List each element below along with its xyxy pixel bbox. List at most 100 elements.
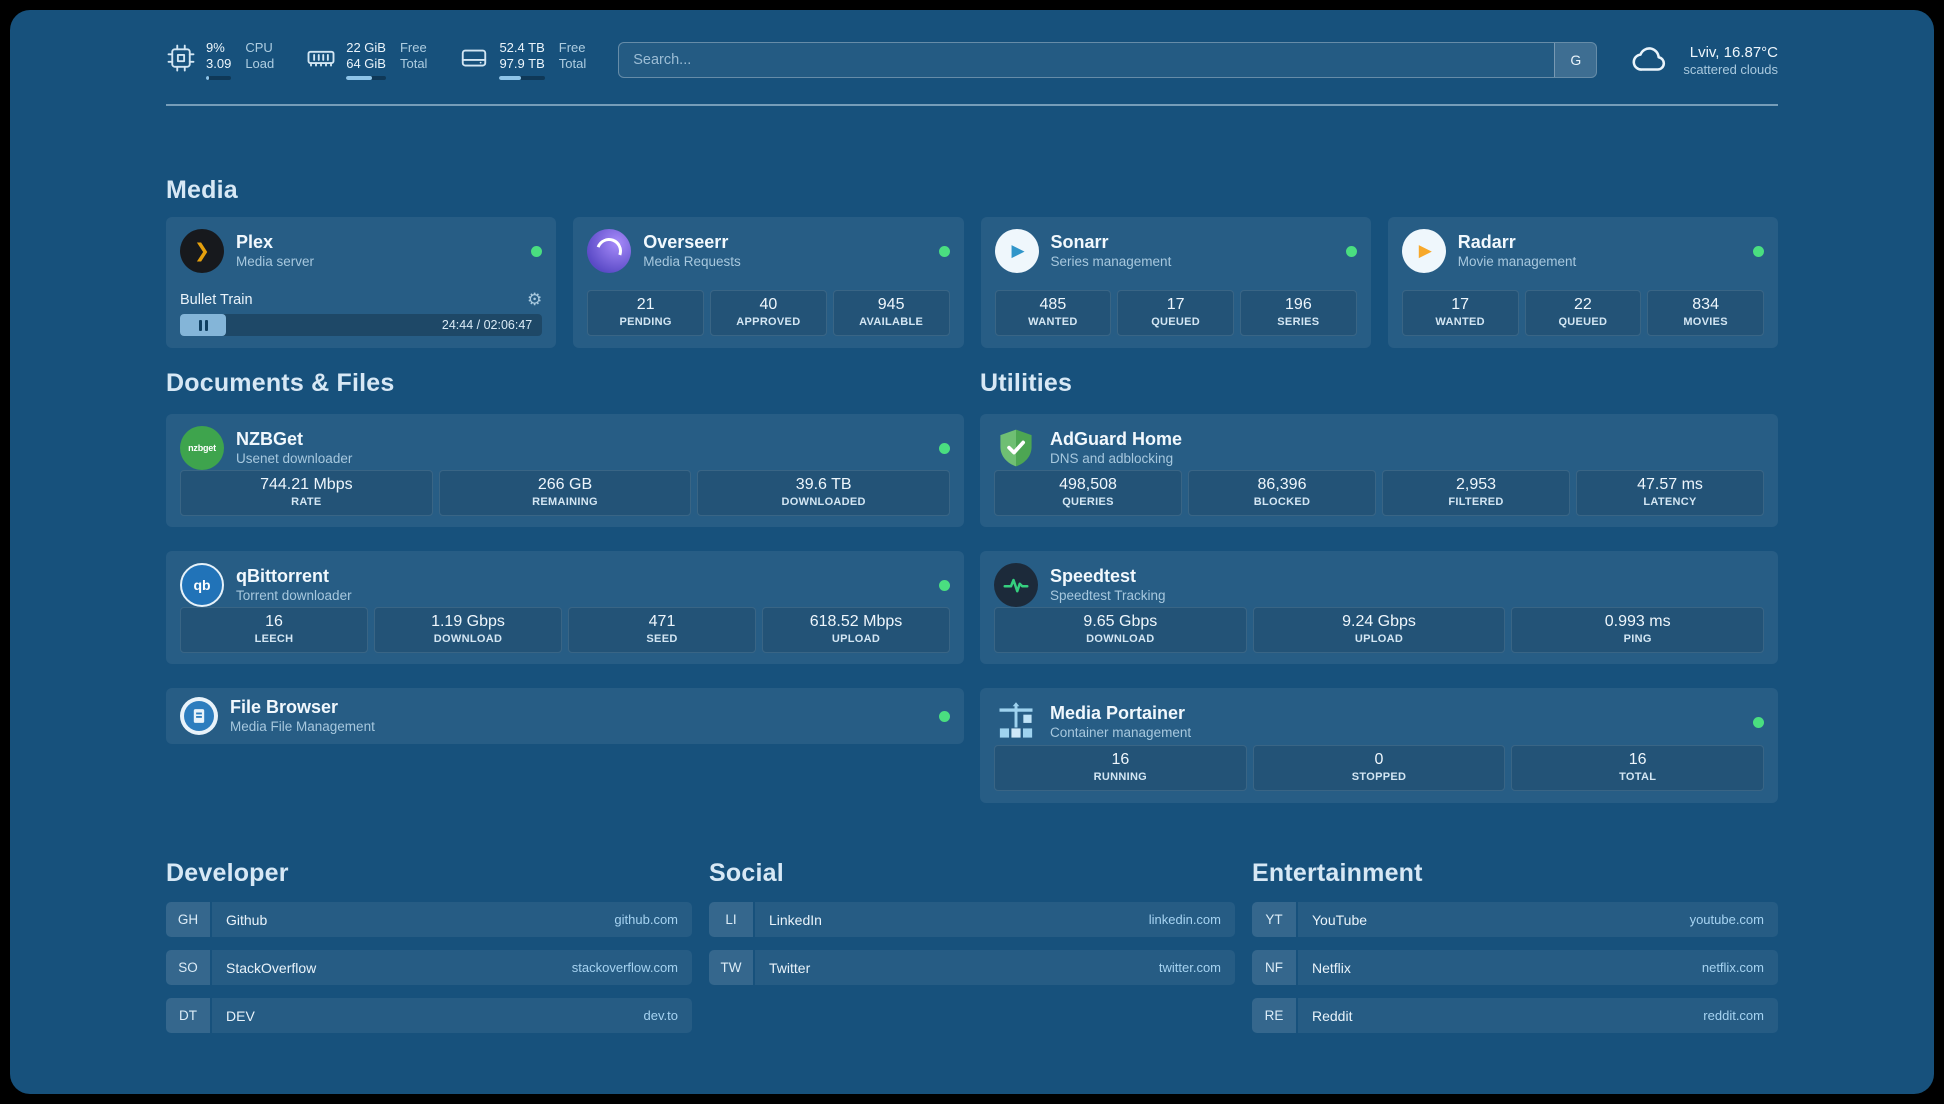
bookmark-name: LinkedIn [769, 911, 822, 928]
bookmark-abbr: YT [1252, 902, 1296, 937]
service-card-speedtest[interactable]: Speedtest Speedtest Tracking 9.65 Gbps DO… [980, 551, 1778, 664]
stat-leech: 16 LEECH [180, 607, 368, 653]
service-card-sonarr[interactable]: ▶ Sonarr Series management 485 WANTED 17 Q… [980, 217, 1371, 348]
stat-stopped: 0 STOPPED [1252, 745, 1506, 791]
bookmarks-social: Social LI LinkedIn linkedin.com TW Twitte… [709, 859, 1235, 1033]
sonarr-icon: ▶ [994, 229, 1039, 273]
stat-upload: 618.52 Mbps UPLOAD [762, 607, 950, 653]
service-name: qBittorrent [236, 566, 329, 586]
bookmark-abbr: GH [166, 902, 210, 937]
topbar: 9% CPU 3.09 Load 22 GiB Free 64 GiB Tota… [166, 40, 1778, 80]
player-progress-bar[interactable]: 24:44 / 02:06:47 [180, 314, 543, 336]
service-stats: 485 WANTED 17 QUEUED 196 SERIES [994, 290, 1357, 336]
bookmark-url: dev.to [643, 1008, 678, 1023]
service-subtitle: Container management [1050, 725, 1192, 740]
stat-wanted: 485 WANTED [994, 290, 1112, 336]
pause-button[interactable] [180, 314, 226, 336]
status-dot [1753, 245, 1764, 257]
stat-wanted: 17 WANTED [1401, 290, 1519, 336]
stat-download: 9.65 Gbps DOWNLOAD [994, 607, 1247, 653]
service-card-adguard[interactable]: AdGuard Home DNS and adblocking 498,508 Q… [980, 414, 1778, 527]
bookmark-github[interactable]: GH Github github.com [166, 902, 692, 937]
service-stats: 17 WANTED 22 QUEUED 834 MOVIES [1401, 290, 1764, 336]
service-stats: 9.65 Gbps DOWNLOAD 9.24 Gbps UPLOAD 0.993 … [994, 607, 1765, 653]
bookmark-linkedin[interactable]: LI LinkedIn linkedin.com [709, 902, 1235, 937]
weather-location: Lviv, 16.87°C [1689, 43, 1778, 61]
service-subtitle: Movie management [1457, 254, 1577, 269]
service-name: Sonarr [1050, 232, 1109, 252]
bookmark-name: StackOverflow [226, 959, 317, 976]
bookmark-dev[interactable]: DT DEV dev.to [166, 998, 692, 1033]
section-title-social: Social [709, 859, 784, 887]
bookmark-stackoverflow[interactable]: SO StackOverflow stackoverflow.com [166, 950, 692, 985]
disk-widget: 52.4 TB Free 97.9 TB Total [459, 40, 586, 80]
bookmark-youtube[interactable]: YT YouTube youtube.com [1252, 902, 1778, 937]
status-dot [939, 579, 950, 591]
memory-widget: 22 GiB Free 64 GiB Total [306, 40, 427, 80]
stat-queued: 22 QUEUED [1524, 290, 1642, 336]
cpu-widget: 9% CPU 3.09 Load [166, 40, 274, 80]
bookmarks-developer: Developer GH Github github.com SO StackOv… [166, 859, 692, 1033]
section-title-utilities: Utilities [980, 369, 1073, 397]
section-media: Media ❯ Plex Media server Bullet Train [166, 176, 1778, 348]
bookmark-url: linkedin.com [1148, 912, 1221, 927]
stat-filtered: 2,953 FILTERED [1382, 470, 1570, 516]
service-name: Media Portainer [1050, 703, 1186, 723]
disk-usage-bar [499, 76, 545, 80]
bookmark-netflix[interactable]: NF Netflix netflix.com [1252, 950, 1778, 985]
bookmark-twitter[interactable]: TW Twitter twitter.com [709, 950, 1235, 985]
bookmark-abbr: LI [709, 902, 753, 937]
bookmark-name: YouTube [1312, 911, 1368, 928]
bookmark-reddit[interactable]: RE Reddit reddit.com [1252, 998, 1778, 1033]
service-card-plex[interactable]: ❯ Plex Media server Bullet Train ⚙ [166, 217, 557, 348]
service-card-overseerr[interactable]: Overseerr Media Requests 21 PENDING 40 APP… [573, 217, 964, 348]
service-card-nzbget[interactable]: nzbget NZBGet Usenet downloader 744.21 M… [166, 414, 964, 527]
stat-downloaded: 39.6 TB DOWNLOADED [697, 470, 951, 516]
service-subtitle: Media Requests [643, 254, 741, 269]
stat-total: 16 TOTAL [1511, 745, 1765, 791]
status-dot [1753, 716, 1764, 728]
stat-blocked: 86,396 BLOCKED [1188, 470, 1376, 516]
bookmark-url: youtube.com [1689, 912, 1764, 927]
search-provider-button[interactable]: G [1554, 43, 1597, 77]
stat-ping: 0.993 ms PING [1511, 607, 1765, 653]
bookmarks-entertainment: Entertainment YT YouTube youtube.com NF N… [1252, 859, 1778, 1033]
now-playing-title: Bullet Train [180, 291, 253, 308]
service-name: Radarr [1457, 232, 1516, 252]
memory-free-label: Free [399, 40, 427, 55]
section-utilities: Utilities AdGuard Home DNS and adblockin… [980, 369, 1778, 803]
bookmark-name: DEV [226, 1007, 255, 1024]
portainer-crane-icon [994, 700, 1038, 744]
service-subtitle: Usenet downloader [236, 451, 353, 466]
stat-series: 196 SERIES [1240, 290, 1357, 336]
player-time: 24:44 / 02:06:47 [441, 318, 533, 332]
section-title-developer: Developer [166, 859, 289, 887]
stat-queries: 498,508 QUERIES [994, 470, 1182, 516]
topbar-divider [166, 104, 1778, 106]
service-subtitle: Media File Management [230, 719, 375, 734]
stat-running: 16 RUNNING [994, 745, 1247, 791]
gear-icon[interactable]: ⚙ [527, 290, 543, 309]
stat-seed: 471 SEED [568, 607, 756, 653]
filebrowser-icon [180, 697, 218, 735]
service-card-radarr[interactable]: ▶ Radarr Movie management 17 WANTED 22 QUE… [1387, 217, 1778, 348]
section-title-media: Media [166, 176, 238, 204]
cpu-usage-value: 9% [206, 40, 225, 55]
service-stats: 16 LEECH 1.19 Gbps DOWNLOAD 471 SEED 618.52… [180, 607, 950, 653]
service-subtitle: Series management [1050, 254, 1172, 269]
memory-usage-bar [346, 76, 386, 80]
ram-icon [307, 50, 335, 67]
cpu-load-label: Load [245, 56, 275, 71]
stat-rate: 744.21 Mbps RATE [180, 470, 433, 516]
weather-widget: Lviv, 16.87°C scattered clouds [1629, 41, 1778, 79]
bookmark-abbr: TW [709, 950, 753, 985]
service-card-qbittorrent[interactable]: qb qBittorrent Torrent downloader 16 LEEC… [166, 551, 964, 664]
disk-icon [462, 49, 487, 67]
service-card-filebrowser[interactable]: File Browser Media File Management [166, 688, 964, 744]
section-documents: Documents & Files nzbget NZBGet Usenet d… [166, 369, 964, 803]
search-input[interactable] [619, 43, 1555, 77]
service-name: Overseerr [643, 232, 729, 252]
bookmark-name: Reddit [1312, 1007, 1353, 1024]
bookmark-url: reddit.com [1703, 1008, 1764, 1023]
service-card-portainer[interactable]: Media Portainer Container management 16 R… [980, 688, 1778, 803]
